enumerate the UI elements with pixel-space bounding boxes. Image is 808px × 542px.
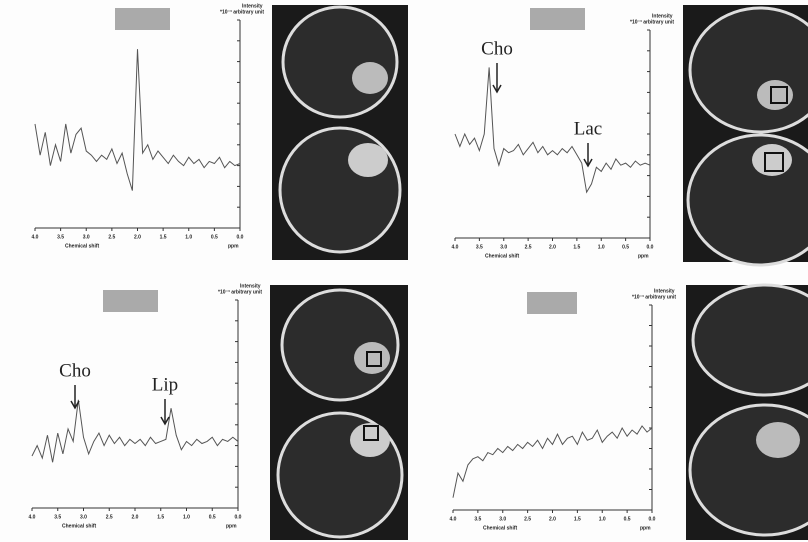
x-tick-label: 0.5 (624, 516, 631, 522)
x-axis-unit: ppm (638, 253, 649, 259)
x-tick-label: 3.5 (476, 244, 483, 250)
x-tick-label: 1.0 (599, 516, 606, 522)
y-axis-label: Intensity (652, 13, 673, 19)
mri-image (272, 5, 408, 260)
y-axis-label: Intensity (242, 3, 263, 9)
y-axis-unit: *10⁻³ arbitrary unit (630, 19, 674, 25)
y-axis-unit: *10⁻³ arbitrary unit (220, 9, 264, 15)
spectrum-line (454, 67, 651, 194)
x-tick-label: 1.0 (185, 234, 192, 240)
x-tick-label: 4.0 (452, 244, 459, 250)
x-axis-label: Chemical shift (485, 253, 520, 259)
x-tick-label: 2.5 (525, 244, 532, 250)
x-tick-label: 1.5 (574, 516, 581, 522)
y-axis-unit: *10⁻³ arbitrary unit (632, 294, 676, 300)
y-axis-label: Intensity (654, 288, 675, 294)
x-tick-label: 3.0 (83, 234, 90, 240)
x-tick-label: 0.0 (649, 516, 656, 522)
arrow-head (583, 158, 593, 168)
x-axis-unit: ppm (228, 243, 239, 249)
x-tick-label: 1.5 (160, 234, 167, 240)
x-tick-label: 4.0 (450, 516, 457, 522)
annotation: Cho (59, 360, 91, 381)
spectrum-line (452, 425, 653, 498)
mri-image (270, 285, 408, 540)
annotation: Cho (481, 38, 513, 59)
x-tick-label: 3.5 (474, 516, 481, 522)
arrow-head (160, 416, 170, 426)
x-tick-label: 0.5 (622, 244, 629, 250)
annotation: Lip (152, 374, 178, 395)
mri-image (686, 283, 808, 540)
x-tick-label: 3.5 (57, 234, 64, 240)
x-tick-label: 0.0 (237, 234, 244, 240)
x-tick-label: 3.0 (500, 244, 507, 250)
x-tick-label: 0.5 (211, 234, 218, 240)
arrow-head (492, 84, 502, 94)
x-axis-unit: ppm (640, 525, 651, 531)
x-tick-label: 2.0 (549, 516, 556, 522)
spectrum-line (34, 49, 241, 191)
x-tick-label: 1.5 (157, 514, 164, 520)
y-axis-unit: *10⁻³ arbitrary unit (218, 289, 262, 295)
x-tick-label: 2.0 (132, 514, 139, 520)
x-tick-label: 4.0 (29, 514, 36, 520)
x-axis-label: Chemical shift (65, 243, 100, 249)
annotation: Lac (574, 118, 602, 139)
x-tick-label: 1.5 (573, 244, 580, 250)
x-tick-label: 0.0 (235, 514, 242, 520)
x-tick-label: 2.5 (524, 516, 531, 522)
x-tick-label: 0.0 (647, 244, 654, 250)
x-tick-label: 3.0 (499, 516, 506, 522)
arrow-head (70, 400, 80, 410)
spectrum-line (31, 399, 239, 463)
x-tick-label: 2.5 (106, 514, 113, 520)
x-axis-label: Chemical shift (62, 523, 97, 529)
mri-image (683, 5, 808, 267)
label-box (103, 290, 158, 312)
label-box (527, 292, 577, 314)
x-tick-label: 0.5 (209, 514, 216, 520)
y-axis-label: Intensity (240, 283, 261, 289)
x-tick-label: 3.5 (54, 514, 61, 520)
x-tick-label: 3.0 (80, 514, 87, 520)
x-tick-label: 2.0 (134, 234, 141, 240)
x-tick-label: 2.0 (549, 244, 556, 250)
x-tick-label: 1.0 (598, 244, 605, 250)
label-box (115, 8, 170, 30)
x-tick-label: 4.0 (32, 234, 39, 240)
x-tick-label: 2.5 (108, 234, 115, 240)
x-tick-label: 1.0 (183, 514, 190, 520)
x-axis-label: Chemical shift (483, 525, 518, 531)
label-box (530, 8, 585, 30)
x-axis-unit: ppm (226, 523, 237, 529)
